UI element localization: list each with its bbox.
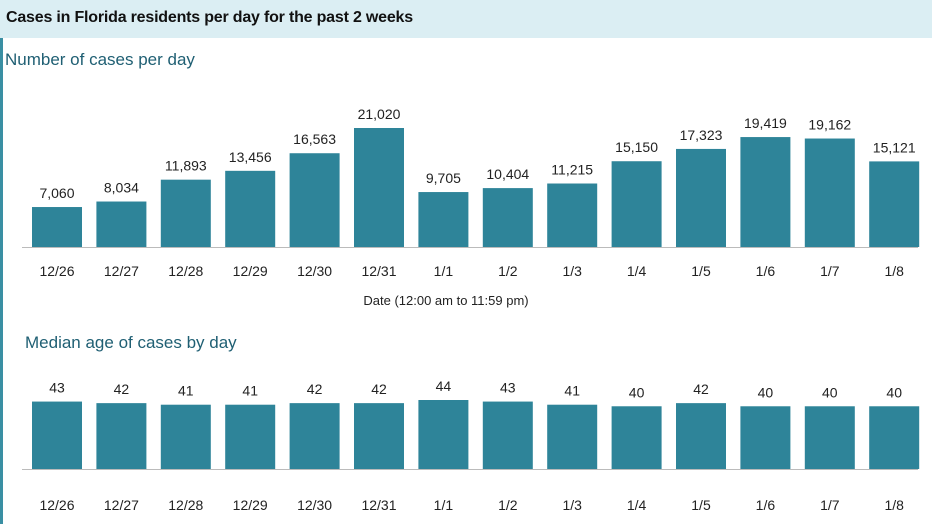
cases-tick-label-12: 1/7: [820, 263, 840, 279]
cases-value-label-13: 15,121: [873, 139, 916, 155]
cases-bar-12: [804, 138, 855, 247]
cases-tick-label-3: 12/29: [233, 263, 268, 279]
age-bar-11: [740, 406, 791, 469]
age-value-label-8: 41: [564, 383, 580, 399]
age-bar-13: [869, 406, 920, 469]
cases-value-label-2: 11,893: [165, 158, 207, 174]
cases-bar-3: [225, 170, 276, 247]
cases-bar-13: [869, 161, 920, 247]
age-bar-5: [354, 403, 404, 469]
cases-value-label-12: 19,162: [808, 117, 851, 133]
cases-bar-5: [354, 128, 404, 247]
cases-tick-label-13: 1/8: [884, 263, 904, 279]
age-tick-label-5: 12/31: [361, 497, 396, 513]
cases-tick-label-6: 1/1: [434, 263, 454, 279]
age-bar-2: [160, 404, 211, 469]
age-value-label-3: 41: [242, 383, 258, 399]
cases-bar-8: [547, 183, 598, 247]
age-value-label-4: 42: [307, 381, 323, 397]
age-bar-4: [289, 403, 340, 469]
age-bar-6: [418, 400, 469, 469]
cases-tick-label-5: 12/31: [361, 263, 396, 279]
age-tick-label-6: 1/1: [434, 497, 454, 513]
header-bar: Cases in Florida residents per day for t…: [0, 0, 932, 38]
cases-value-label-11: 19,419: [744, 115, 787, 131]
cases-tick-label-7: 1/2: [498, 263, 518, 279]
cases-bar-9: [611, 161, 662, 247]
age-bar-9: [611, 406, 662, 469]
age-bar-1: [96, 403, 147, 469]
age-bar-8: [547, 404, 598, 469]
cases-tick-label-8: 1/3: [562, 263, 582, 279]
cases-bar-6: [418, 192, 469, 247]
age-tick-label-11: 1/6: [756, 497, 776, 513]
cases-bar-7: [482, 188, 533, 247]
cases-bar-10: [676, 148, 726, 247]
cases-value-label-0: 7,060: [39, 185, 74, 201]
cases-bar-0: [32, 207, 82, 247]
age-value-label-10: 42: [693, 381, 709, 397]
left-rule: [0, 38, 3, 524]
cases-value-label-3: 13,456: [229, 149, 272, 165]
cases-value-label-9: 15,150: [615, 139, 658, 155]
cases-bar-4: [289, 153, 340, 247]
cases-tick-label-4: 12/30: [297, 263, 332, 279]
cases-chart-title: Number of cases per day: [5, 50, 195, 69]
age-bar-10: [676, 403, 726, 469]
cases-tick-label-10: 1/5: [691, 263, 711, 279]
age-bar-12: [804, 406, 855, 469]
age-bar-0: [32, 401, 82, 469]
cases-tick-label-11: 1/6: [756, 263, 776, 279]
age-value-label-7: 43: [500, 380, 516, 396]
cases-tick-label-0: 12/26: [39, 263, 74, 279]
cases-value-label-5: 21,020: [358, 106, 401, 122]
age-value-label-1: 42: [114, 381, 130, 397]
age-tick-label-1: 12/27: [104, 497, 139, 513]
age-tick-label-8: 1/3: [562, 497, 582, 513]
age-chart-title: Median age of cases by day: [25, 333, 237, 352]
cases-value-label-6: 9,705: [426, 170, 461, 186]
age-tick-label-0: 12/26: [39, 497, 74, 513]
age-bar-7: [482, 401, 533, 469]
cases-value-label-4: 16,563: [293, 131, 336, 147]
age-value-label-5: 42: [371, 381, 387, 397]
age-tick-label-10: 1/5: [691, 497, 711, 513]
cases-tick-label-2: 12/28: [168, 263, 203, 279]
cases-value-label-8: 11,215: [551, 162, 593, 178]
age-bar-3: [225, 404, 276, 469]
age-value-label-11: 40: [758, 384, 774, 400]
cases-bar-1: [96, 201, 147, 247]
page-title: Cases in Florida residents per day for t…: [6, 9, 413, 26]
cases-tick-label-9: 1/4: [627, 263, 647, 279]
cases-x-axis-title: Date (12:00 am to 11:59 pm): [363, 293, 528, 308]
age-tick-label-4: 12/30: [297, 497, 332, 513]
cases-value-label-7: 10,404: [486, 166, 529, 182]
cases-bar-2: [160, 179, 211, 247]
age-value-label-2: 41: [178, 383, 194, 399]
cases-bar-11: [740, 137, 791, 247]
age-tick-label-12: 1/7: [820, 497, 840, 513]
age-value-label-0: 43: [49, 380, 65, 396]
age-tick-label-9: 1/4: [627, 497, 647, 513]
cases-value-label-10: 17,323: [680, 127, 723, 143]
age-tick-label-3: 12/29: [233, 497, 268, 513]
cases-value-label-1: 8,034: [104, 180, 139, 196]
age-tick-label-7: 1/2: [498, 497, 518, 513]
age-tick-label-2: 12/28: [168, 497, 203, 513]
cases-tick-label-1: 12/27: [104, 263, 139, 279]
age-tick-label-13: 1/8: [884, 497, 904, 513]
age-value-label-9: 40: [629, 384, 645, 400]
age-value-label-6: 44: [436, 378, 452, 394]
age-value-label-12: 40: [822, 384, 838, 400]
age-value-label-13: 40: [886, 384, 902, 400]
